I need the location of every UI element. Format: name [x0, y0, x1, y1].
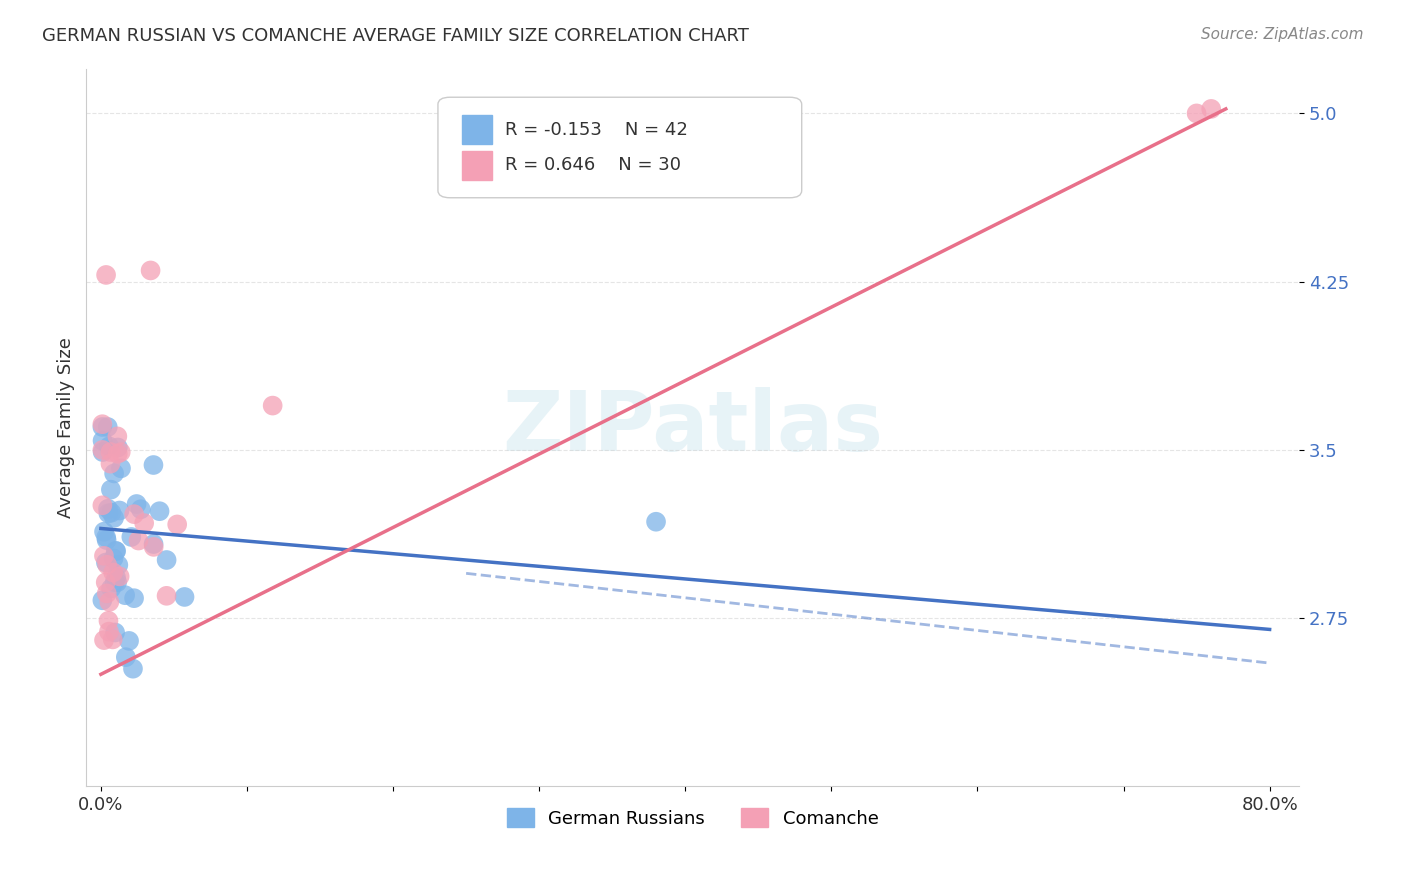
German Russians	[108, 503, 131, 517]
Text: R = 0.646    N = 30: R = 0.646 N = 30	[505, 156, 681, 175]
German Russians	[100, 582, 122, 596]
Comanche	[91, 442, 114, 457]
Text: Source: ZipAtlas.com: Source: ZipAtlas.com	[1201, 27, 1364, 42]
German Russians	[104, 625, 127, 640]
German Russians	[114, 588, 136, 602]
FancyBboxPatch shape	[437, 97, 801, 198]
German Russians	[122, 662, 145, 676]
German Russians	[114, 650, 136, 665]
Comanche	[98, 624, 121, 639]
Comanche	[139, 263, 162, 277]
Y-axis label: Average Family Size: Average Family Size	[58, 337, 75, 518]
German Russians	[103, 467, 125, 481]
German Russians	[173, 590, 195, 604]
German Russians	[97, 506, 120, 520]
Comanche	[134, 516, 156, 530]
Text: R = -0.153    N = 42: R = -0.153 N = 42	[505, 120, 688, 138]
German Russians	[94, 556, 117, 570]
German Russians	[103, 551, 125, 566]
German Russians	[105, 544, 128, 558]
German Russians	[148, 504, 170, 518]
Comanche	[98, 595, 121, 609]
Comanche	[91, 417, 114, 432]
German Russians	[105, 570, 128, 584]
Comanche	[1199, 102, 1222, 116]
German Russians	[97, 501, 120, 516]
German Russians	[96, 530, 118, 544]
Comanche	[127, 533, 149, 548]
German Russians	[103, 511, 125, 525]
German Russians	[120, 530, 142, 544]
Comanche	[93, 633, 115, 648]
Comanche	[93, 549, 115, 563]
German Russians	[110, 461, 132, 475]
German Russians	[96, 533, 118, 547]
German Russians	[100, 506, 122, 520]
Comanche	[122, 507, 145, 521]
German Russians	[93, 524, 115, 539]
Bar	[463, 115, 492, 144]
Comanche	[101, 566, 124, 580]
Text: ZIPatlas: ZIPatlas	[502, 387, 883, 468]
German Russians	[122, 591, 145, 606]
Comanche	[96, 586, 118, 600]
German Russians	[107, 558, 129, 572]
German Russians	[91, 420, 114, 434]
German Russians	[104, 544, 127, 558]
Comanche	[166, 517, 188, 532]
German Russians	[100, 483, 122, 497]
Comanche	[142, 540, 165, 554]
Bar	[463, 151, 492, 180]
Comanche	[1185, 106, 1208, 120]
Comanche	[91, 498, 114, 512]
German Russians	[98, 439, 121, 453]
German Russians	[107, 441, 129, 455]
German Russians	[645, 515, 668, 529]
Comanche	[97, 614, 120, 628]
Comanche	[105, 429, 128, 443]
German Russians	[118, 634, 141, 648]
Comanche	[94, 268, 117, 282]
German Russians	[129, 502, 152, 516]
Legend: German Russians, Comanche: German Russians, Comanche	[499, 801, 886, 835]
German Russians	[125, 497, 148, 511]
German Russians	[97, 420, 120, 434]
German Russians	[155, 553, 177, 567]
Comanche	[110, 445, 132, 459]
Comanche	[100, 445, 122, 459]
Comanche	[262, 399, 284, 413]
Comanche	[108, 569, 131, 583]
Comanche	[94, 575, 117, 590]
German Russians	[91, 434, 114, 448]
Text: GERMAN RUSSIAN VS COMANCHE AVERAGE FAMILY SIZE CORRELATION CHART: GERMAN RUSSIAN VS COMANCHE AVERAGE FAMIL…	[42, 27, 749, 45]
German Russians	[104, 575, 127, 590]
German Russians	[91, 445, 114, 459]
German Russians	[91, 593, 114, 607]
Comanche	[155, 589, 177, 603]
Comanche	[107, 447, 129, 461]
German Russians	[105, 575, 128, 590]
German Russians	[142, 458, 165, 472]
Comanche	[96, 558, 118, 572]
Comanche	[101, 632, 124, 647]
Comanche	[100, 457, 122, 471]
German Russians	[142, 537, 165, 551]
